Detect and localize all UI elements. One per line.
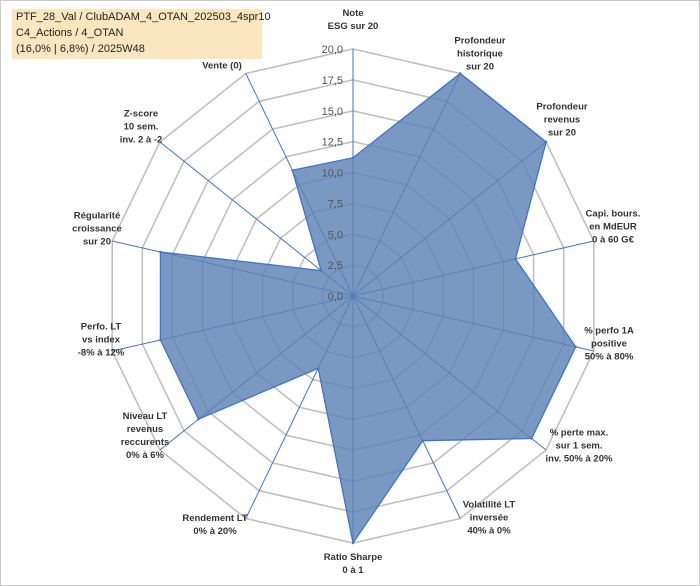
- axis-label-line: 40% à 0%: [467, 526, 511, 537]
- axis-label-line: positive: [591, 339, 627, 350]
- series-area: [159, 72, 577, 545]
- axis-label-line: Perfo. LT: [81, 322, 122, 333]
- axis-label-12: Z-score 10 sem. inv. 2 à -2: [120, 109, 163, 146]
- axis-label-1: Profondeur historique sur 20: [454, 36, 505, 73]
- axis-label-line: 10 sem.: [124, 122, 159, 133]
- axis-label-line: inv. 2 à -2: [120, 135, 163, 146]
- axis-label-2: Profondeur revenus sur 20: [536, 102, 587, 139]
- axis-label-line: 0 à 60 G€: [592, 235, 634, 246]
- axis-label-line: revenus: [127, 424, 163, 435]
- tick-label-0: 0,0: [328, 291, 343, 303]
- axis-label-9: Niveau LT revenus reccurents 0% à 6%: [121, 411, 170, 461]
- axis-label-line: inversée: [470, 513, 509, 524]
- axis-label-line: 0% à 20%: [193, 526, 237, 537]
- data-point-4: [574, 345, 577, 348]
- axis-label-line: 0% à 6%: [126, 450, 165, 461]
- data-point-12: [319, 269, 323, 272]
- axis-label-10: Perfo. LT vs index -8% à 12%: [78, 322, 125, 359]
- axis-label-line: Profondeur: [536, 102, 587, 113]
- tick-layer: 0,0 2,5 5,0 7,5 10,0 12,5 15,0 17,5 20,0: [322, 44, 343, 303]
- data-point-8: [317, 367, 320, 370]
- tick-label-5: 12,5: [322, 137, 343, 149]
- axis-label-line: sur 20: [83, 237, 111, 248]
- chart-period: (16,0% | 6,8%) / 2025W48: [16, 43, 145, 55]
- data-point-6: [421, 439, 424, 442]
- axis-label-line: Z-score: [124, 109, 158, 120]
- axis-label-line: Vente (0): [202, 61, 242, 72]
- series-layer: [159, 72, 577, 545]
- axis-label-line: Niveau LT: [123, 411, 168, 422]
- tick-label-3: 7,5: [328, 198, 343, 210]
- data-point-11: [159, 250, 162, 254]
- tick-label-4: 10,0: [322, 168, 343, 180]
- axis-label-line: Ratio Sharpe: [324, 552, 383, 563]
- axis-label-6: Volatilité LT inversée 40% à 0%: [463, 500, 516, 537]
- tick-label-6: 15,0: [322, 106, 343, 118]
- axis-label-line: % perfo 1A: [584, 326, 634, 337]
- axis-label-line: Régularité: [74, 211, 120, 222]
- data-point-3: [514, 257, 517, 261]
- tick-label-8: 20,0: [322, 44, 343, 56]
- axis-label-0: Note ESG sur 20: [328, 8, 379, 32]
- axis-label-line: inv. 50% à 20%: [546, 454, 613, 465]
- axis-label-line: -8% à 12%: [78, 348, 125, 359]
- tick-label-1: 2,5: [328, 260, 343, 272]
- data-point-7: [351, 541, 355, 545]
- axis-label-line: sur 1 sem.: [556, 441, 603, 452]
- tick-label-7: 17,5: [322, 75, 343, 87]
- axis-label-line: croissance: [72, 224, 122, 235]
- axis-label-8: Rendement LT 0% à 20%: [182, 513, 247, 537]
- axis-label-line: sur 20: [548, 128, 576, 139]
- chart-title: PTF_28_Val / ClubADAM_4_OTAN_202503_4spr…: [16, 11, 271, 23]
- axis-label-line: Profondeur: [454, 36, 505, 47]
- axis-label-line: 50% à 80%: [585, 352, 634, 363]
- axis-label-line: reccurents: [121, 437, 170, 448]
- chart-title-box: PTF_28_Val / ClubADAM_4_OTAN_202503_4spr…: [12, 9, 271, 59]
- axis-label-4: % perfo 1A positive 50% à 80%: [584, 326, 634, 363]
- tick-label-2: 5,0: [328, 229, 343, 241]
- axis-label-line: Capi. bours.: [586, 209, 641, 220]
- axis-label-line: Note: [342, 8, 363, 19]
- axis-label-3: Capi. bours. en MdEUR 0 à 60 G€: [586, 209, 641, 246]
- axis-label-11: Régularité croissance sur 20: [72, 211, 122, 248]
- axis-label-line: en MdEUR: [589, 222, 637, 233]
- data-point-2: [544, 140, 548, 144]
- data-point-9: [197, 418, 200, 421]
- data-point-1: [459, 72, 462, 75]
- axis-label-line: sur 20: [466, 62, 494, 73]
- data-point-5: [530, 437, 533, 440]
- axis-label-5: % perte max. sur 1 sem. inv. 50% à 20%: [546, 428, 613, 465]
- axis-label-line: Volatilité LT: [463, 500, 516, 511]
- data-point-10: [159, 338, 162, 342]
- axis-label-line: 0 à 1: [342, 565, 364, 576]
- axis-label-line: Rendement LT: [182, 513, 247, 524]
- axis-label-7: Ratio Sharpe 0 à 1: [324, 552, 383, 576]
- axis-label-line: revenus: [544, 115, 580, 126]
- data-point-13: [291, 169, 294, 172]
- chart-subtitle: C4_Actions / 4_OTAN: [16, 27, 124, 39]
- axis-label-line: % perte max.: [550, 428, 609, 439]
- data-point-0: [351, 156, 355, 159]
- axis-label-line: vs index: [82, 335, 121, 346]
- axis-label-line: ESG sur 20: [328, 21, 379, 32]
- axis-label-line: historique: [457, 49, 503, 60]
